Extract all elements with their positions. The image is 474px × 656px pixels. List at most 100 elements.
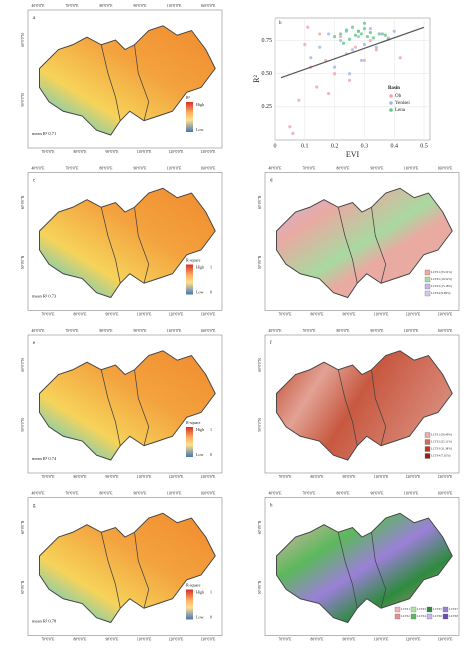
map-frame: [27, 9, 223, 149]
class-swatch: [426, 606, 433, 613]
lon-label: 90°0'0"E: [106, 312, 120, 316]
legend-high: High: [196, 427, 204, 432]
lon-label: 110°0'0"E: [404, 491, 419, 495]
lon-label: 90°0'0"E: [106, 150, 120, 154]
lon-label: 160°0'0"E: [201, 166, 217, 170]
map-frame: [27, 334, 223, 474]
lon-label: 40°0'0"E: [32, 329, 46, 333]
trend-line: [280, 26, 425, 79]
class-swatch: [442, 606, 449, 613]
legend-marker: [389, 94, 393, 98]
lon-label: 90°0'0"E: [106, 637, 120, 641]
class-swatch: [424, 432, 431, 438]
mean-r2: mean R² 0.71: [32, 131, 56, 136]
lon-label: 80°0'0"E: [74, 150, 88, 154]
class-swatch: [424, 269, 431, 276]
lon-label: 120°0'0"E: [169, 475, 185, 479]
lon-label: 130°0'0"E: [438, 312, 454, 316]
class-label: LCTS8: [449, 614, 458, 618]
lon-label: 130°0'0"E: [438, 637, 454, 641]
lon-label: 90°0'0"E: [371, 491, 385, 495]
point: [341, 41, 346, 45]
lon-label: 110°0'0"E: [404, 329, 419, 333]
class-swatch: [424, 453, 431, 459]
lat-label: 60°0'0"N: [258, 358, 262, 372]
lon-label: 70°0'0"E: [303, 166, 317, 170]
class-swatch: [410, 613, 417, 620]
point: [368, 30, 372, 35]
lat-label: 60°0'0"N: [21, 195, 25, 209]
lat-label: 50°0'0"N: [21, 255, 25, 269]
point: [392, 29, 396, 33]
map-frame: [264, 172, 460, 311]
lon-label: 80°0'0"E: [100, 166, 114, 170]
x-axis-label: EVI: [346, 150, 360, 159]
legend-min: 0: [210, 452, 212, 457]
lon-label: 70°0'0"E: [42, 150, 56, 154]
colorbar: [186, 427, 193, 457]
point: [309, 56, 313, 60]
point: [306, 25, 310, 29]
x-tick-label: 0.5: [420, 143, 428, 149]
point: [327, 91, 331, 96]
point: [353, 45, 358, 49]
legend-high: High: [196, 264, 204, 269]
lon-label: 80°0'0"E: [311, 637, 325, 641]
colorbar: [186, 589, 193, 620]
lon-label: 160°0'0"E: [438, 166, 454, 170]
lon-label: 120°0'0"E: [406, 637, 422, 641]
legend-low: Low: [196, 127, 203, 132]
point: [359, 32, 364, 36]
lon-label: 80°0'0"E: [100, 329, 114, 333]
map-frame: [27, 172, 223, 311]
plot-area: [274, 17, 431, 141]
legend-label: Ob: [395, 94, 402, 99]
point: [347, 72, 352, 76]
class-swatch: [394, 613, 401, 620]
panel-label: f: [270, 341, 272, 346]
lon-label: 110°0'0"E: [137, 637, 152, 641]
class-label: LCTS4: [417, 614, 426, 618]
lon-label: 90°0'0"E: [371, 166, 385, 170]
legend-title: R-square: [186, 420, 201, 425]
legend-max: 1: [210, 427, 212, 432]
lon-label: 110°0'0"E: [374, 475, 389, 479]
lon-label: 70°0'0"E: [279, 637, 293, 641]
lon-label: 90°0'0"E: [371, 329, 385, 333]
mean-r2: mean R² 0.74: [32, 456, 57, 461]
point: [347, 37, 352, 41]
class-swatch: [424, 446, 431, 452]
lon-label: 130°0'0"E: [201, 312, 217, 316]
class-label: LCTS2 (19.52%): [431, 277, 452, 281]
lon-label: 40°0'0"E: [269, 329, 283, 333]
lon-label: 80°0'0"E: [74, 312, 88, 316]
lon-label: 160°0'0"E: [438, 329, 454, 333]
lon-label: 90°0'0"E: [134, 4, 148, 8]
point: [327, 32, 331, 36]
legend-label: Yenisei: [395, 101, 410, 106]
lon-label: 90°0'0"E: [134, 329, 148, 333]
point: [338, 32, 343, 36]
legend-marker: [389, 108, 393, 112]
legend-min: 0: [210, 289, 212, 294]
lon-label: 70°0'0"E: [303, 491, 317, 495]
panel-label: c: [33, 179, 36, 184]
legend-low: Low: [196, 614, 203, 619]
legend-title: R-square: [186, 257, 201, 262]
lat-label: 50°0'0"N: [258, 580, 262, 594]
lon-label: 40°0'0"E: [269, 166, 283, 170]
legend-title: Basin: [388, 86, 400, 91]
lon-label: 70°0'0"E: [66, 491, 80, 495]
class-swatch: [424, 439, 431, 445]
class-label: LCTS4 (7.02%): [431, 454, 450, 458]
lon-label: 70°0'0"E: [279, 312, 293, 316]
point: [356, 34, 361, 39]
lat-label: 50°0'0"N: [258, 418, 262, 432]
lat-label: 60°0'0"N: [258, 195, 262, 209]
class-swatch: [424, 283, 431, 290]
class-label: LCTS1 (56.49%): [431, 433, 452, 437]
mean-r2: mean R² 0.78: [32, 619, 57, 624]
lon-label: 80°0'0"E: [100, 4, 114, 8]
lon-label: 70°0'0"E: [42, 637, 56, 641]
